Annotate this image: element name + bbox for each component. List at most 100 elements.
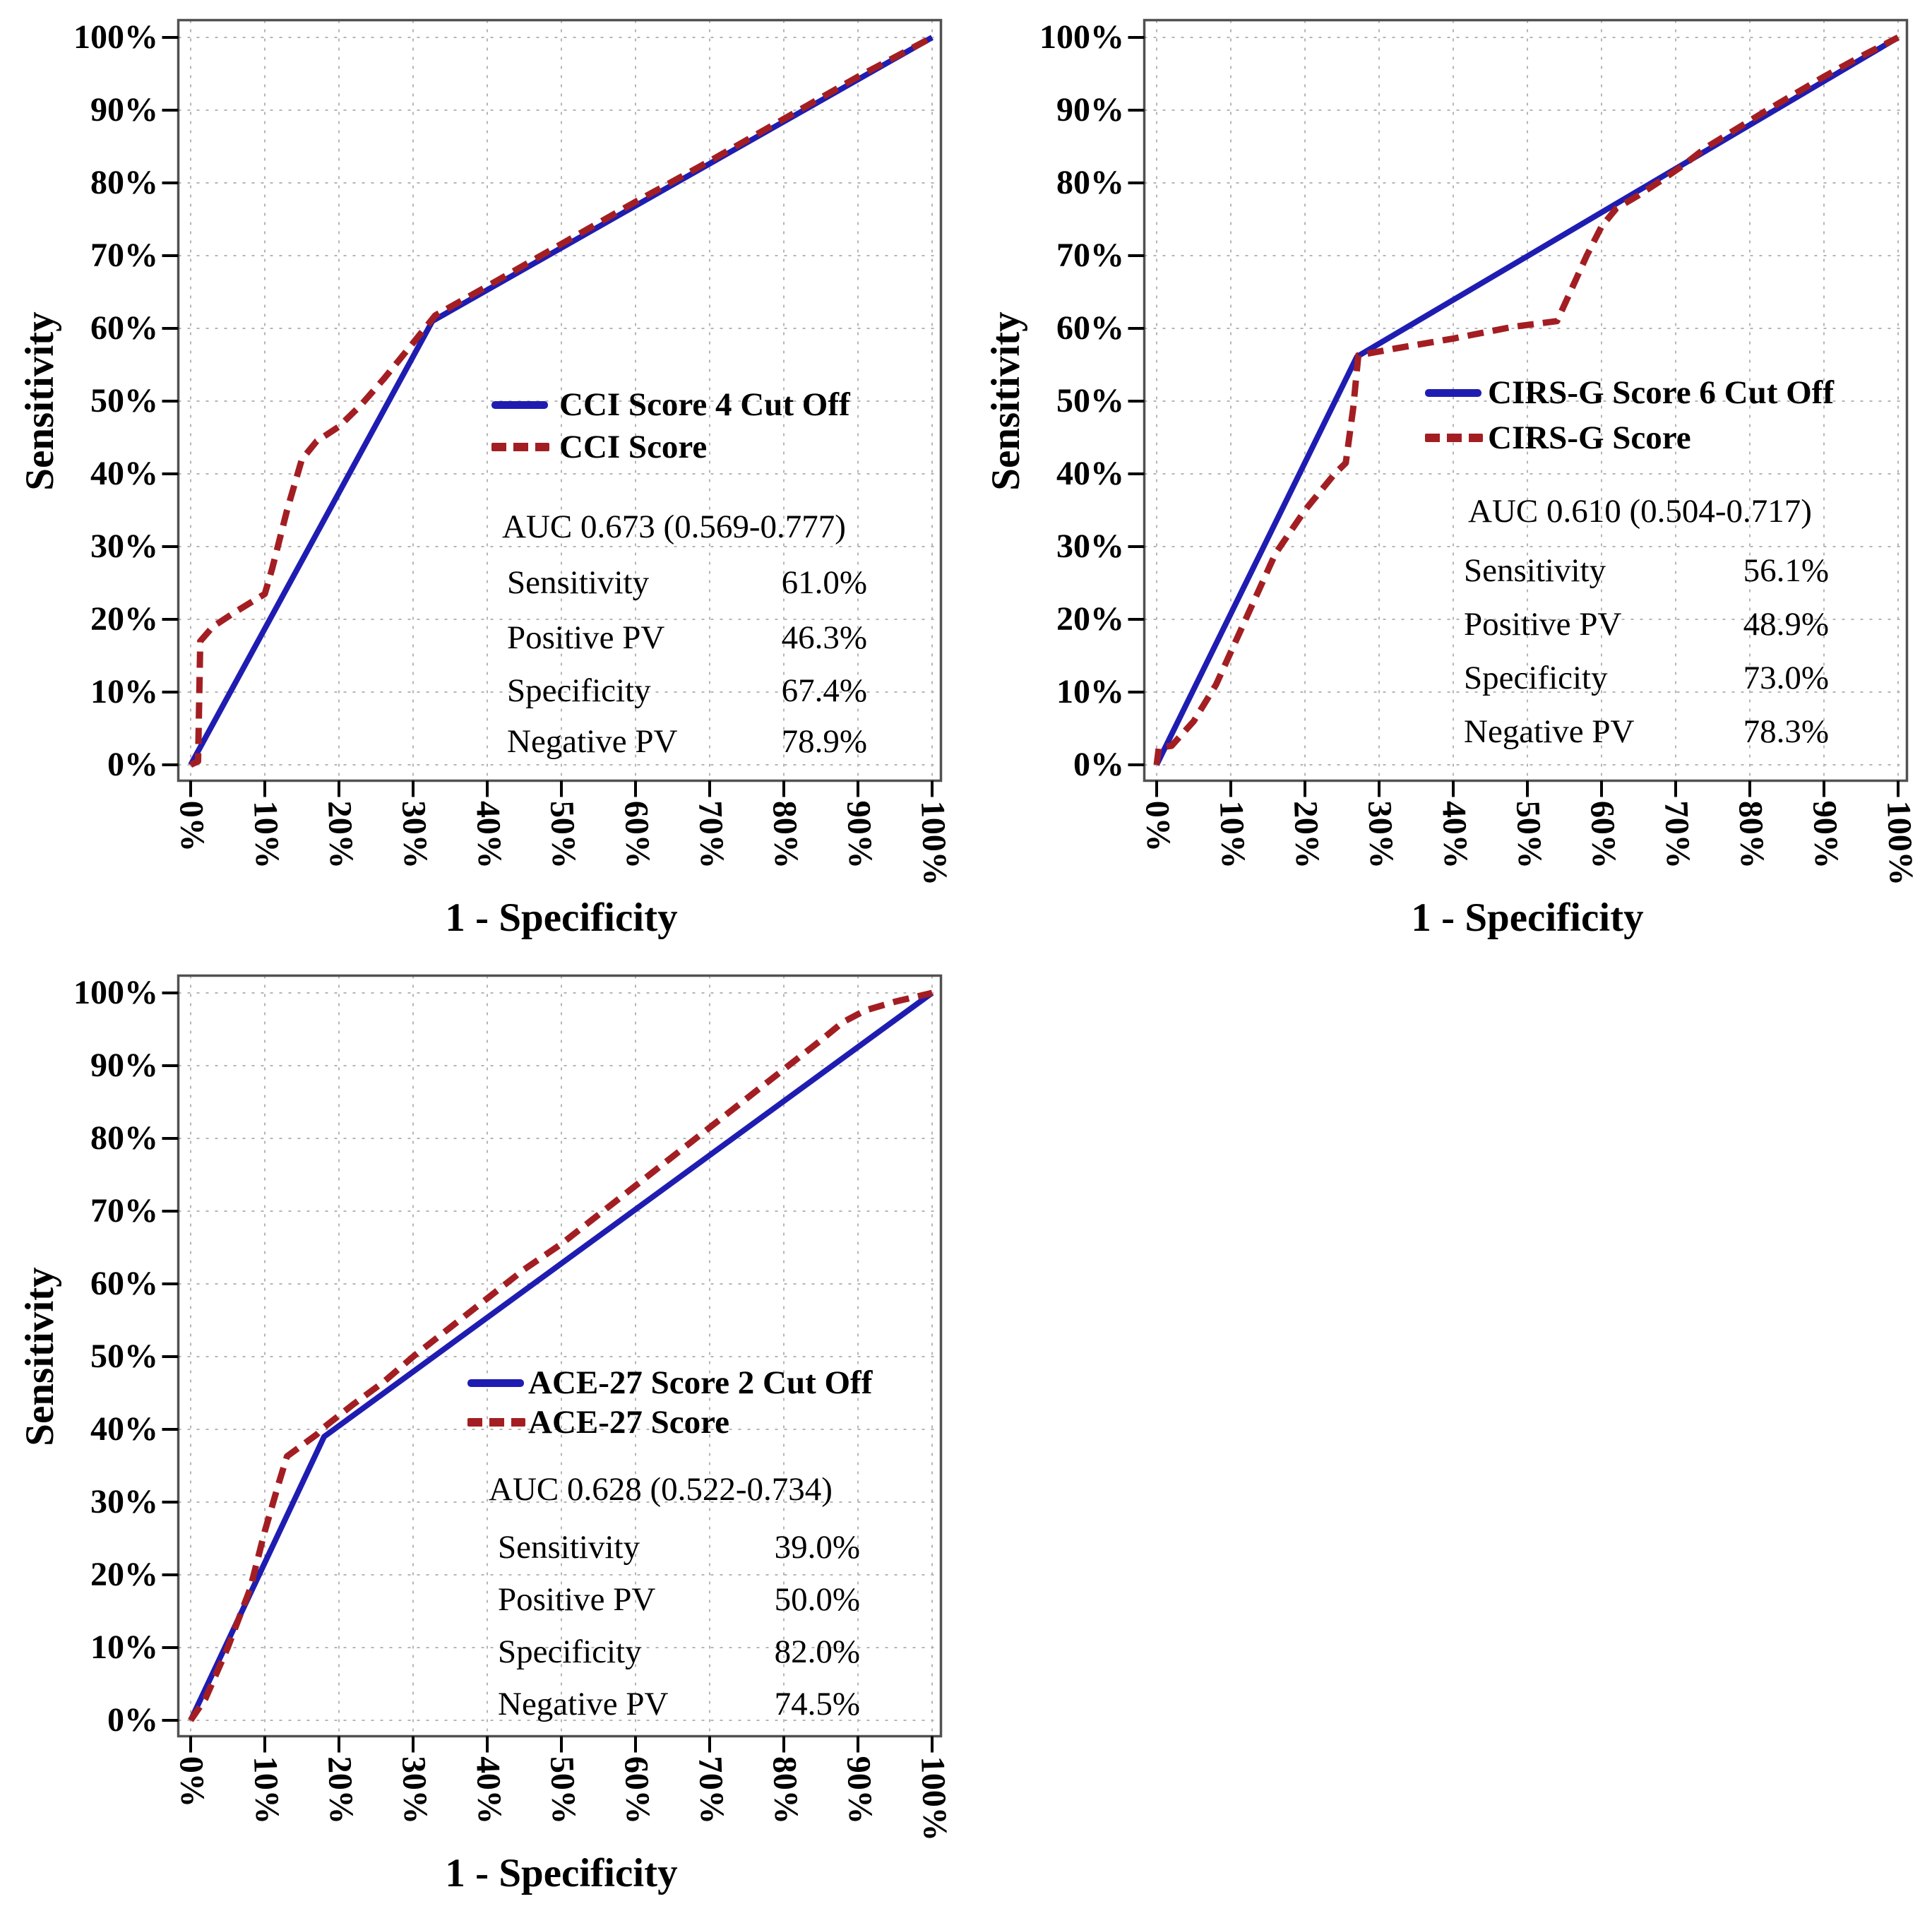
x-axis-title: 1 - Specificity	[445, 895, 678, 940]
score-roc-line	[188, 989, 934, 1722]
x-tick-label: 90%	[840, 799, 880, 869]
stat-value: 50.0%	[774, 1581, 860, 1618]
stat-label: Sensitivity	[498, 1529, 640, 1566]
y-tick-label: 80%	[1056, 164, 1124, 201]
x-tick-label: 60%	[1583, 799, 1623, 869]
legend-row-cutoff: CIRS-G Score 6 Cut Off	[966, 370, 1932, 415]
y-tick-label: 10%	[90, 1629, 158, 1666]
auc-text: AUC 0.673 (0.569-0.777)	[502, 508, 846, 545]
y-tick-label: 0%	[1073, 746, 1124, 783]
y-tick-label: 70%	[90, 1192, 158, 1230]
roc-plot-area	[162, 18, 943, 797]
x-tick-label: 50%	[543, 1755, 583, 1825]
legend-row-score: CCI Score	[0, 424, 966, 470]
stat-label: Specificity	[498, 1633, 642, 1670]
y-tick-label: 80%	[90, 164, 158, 201]
stat-value: 56.1%	[1743, 552, 1829, 589]
y-tick-label: 0%	[107, 1701, 158, 1739]
x-tick-label: 20%	[321, 799, 361, 869]
legend-row-score: ACE-27 Score	[0, 1400, 966, 1445]
stat-label: Positive PV	[1464, 606, 1622, 643]
stat-value: 78.9%	[781, 723, 867, 760]
legend-label-score: ACE-27 Score	[528, 1404, 730, 1441]
x-tick-label: 90%	[1806, 799, 1846, 869]
x-tick-label: 10%	[246, 1755, 287, 1825]
y-tick-label: 50%	[1056, 382, 1124, 419]
stat-row-specificity: Specificity 82.0%	[0, 1631, 966, 1673]
y-tick-label: 40%	[1056, 455, 1124, 492]
stat-label: Sensitivity	[1464, 552, 1606, 589]
y-tick-label: 70%	[90, 237, 158, 274]
stat-row-specificity: Specificity 67.4%	[0, 669, 966, 712]
stat-value: 39.0%	[774, 1529, 860, 1566]
y-tick-label: 100%	[73, 974, 158, 1011]
legend-row-cutoff: CCI Score 4 Cut Off	[0, 382, 966, 427]
stat-row-specificity: Specificity 73.0%	[966, 657, 1932, 699]
y-tick-label: 10%	[1056, 673, 1124, 710]
cutoff-line-swatch	[467, 1379, 524, 1387]
y-tick-label: 10%	[90, 673, 158, 710]
stat-value: 67.4%	[781, 672, 867, 709]
y-tick-label: 20%	[1056, 600, 1124, 638]
stat-label: Sensitivity	[507, 564, 650, 601]
score-line-swatch	[467, 1418, 525, 1427]
x-tick-label: 70%	[691, 1755, 732, 1825]
y-tick-label: 90%	[90, 1047, 158, 1084]
y-tick-label: 20%	[90, 1556, 158, 1593]
stat-row-positive-pv: Positive PV 48.9%	[966, 603, 1932, 645]
y-tick-label: 60%	[90, 1265, 158, 1302]
auc-text: AUC 0.628 (0.522-0.734)	[489, 1471, 833, 1508]
stat-value: 74.5%	[774, 1686, 860, 1722]
roc-plot-area	[1128, 18, 1909, 797]
x-axis-title: 1 - Specificity	[1411, 895, 1644, 940]
y-tick-label: 60%	[90, 309, 158, 347]
stat-value: 46.3%	[781, 619, 867, 656]
y-tick-label: 90%	[1056, 91, 1124, 129]
y-tick-label: 50%	[90, 382, 158, 419]
stat-row-sensitivity: Sensitivity 56.1%	[966, 549, 1932, 592]
x-tick-label: 80%	[765, 799, 806, 869]
x-tick-label: 30%	[395, 1755, 435, 1825]
x-tick-label: 100%	[1880, 799, 1921, 886]
x-tick-label: 80%	[1731, 799, 1772, 869]
stat-value: 48.9%	[1743, 606, 1829, 643]
x-tick-label: 50%	[1509, 799, 1549, 869]
x-tick-label: 70%	[1657, 799, 1698, 869]
stat-label: Specificity	[507, 672, 651, 709]
cutoff-line-swatch	[1425, 389, 1481, 397]
stat-row-sensitivity: Sensitivity 39.0%	[0, 1526, 966, 1568]
legend-label-score: CIRS-G Score	[1488, 419, 1691, 456]
x-tick-label: 70%	[691, 799, 732, 869]
x-tick-label: 0%	[1138, 799, 1178, 852]
auc-text: AUC 0.610 (0.504-0.717)	[1468, 493, 1812, 530]
stat-label: Negative PV	[1464, 713, 1635, 750]
y-tick-label: 0%	[107, 746, 158, 783]
y-tick-label: 40%	[90, 1410, 158, 1448]
y-tick-label: 30%	[90, 1483, 158, 1520]
y-tick-label: 50%	[90, 1338, 158, 1375]
y-tick-label: 60%	[1056, 309, 1124, 347]
x-tick-label: 100%	[914, 799, 955, 886]
y-tick-label: 80%	[90, 1119, 158, 1157]
x-tick-label: 90%	[840, 1755, 880, 1825]
cutoff-line-swatch	[491, 401, 548, 409]
y-tick-label: 100%	[1039, 18, 1124, 56]
x-tick-label: 30%	[395, 799, 435, 869]
legend-row-cutoff: ACE-27 Score 2 Cut Off	[0, 1360, 966, 1405]
legend-label-score: CCI Score	[559, 429, 708, 465]
x-tick-label: 100%	[914, 1755, 955, 1842]
y-tick-label: 90%	[90, 91, 158, 129]
stat-label: Negative PV	[498, 1686, 669, 1722]
legend-row-score: CIRS-G Score	[966, 415, 1932, 460]
x-tick-label: 60%	[617, 799, 657, 869]
y-tick-label: 30%	[90, 528, 158, 565]
legend-label-cutoff: CIRS-G Score 6 Cut Off	[1488, 374, 1834, 411]
stat-value: 73.0%	[1743, 660, 1829, 696]
y-tick-label: 30%	[1056, 528, 1124, 565]
legend-label-cutoff: CCI Score 4 Cut Off	[559, 386, 850, 423]
roc-panel-cci: 0% 10% 20% 30% 40% 50% 60% 70% 80% 90% 100% 0% 10% 2…	[0, 0, 966, 956]
x-tick-label: 10%	[246, 799, 287, 869]
x-tick-label: 40%	[469, 1755, 509, 1825]
y-tick-label: 70%	[1056, 237, 1124, 274]
